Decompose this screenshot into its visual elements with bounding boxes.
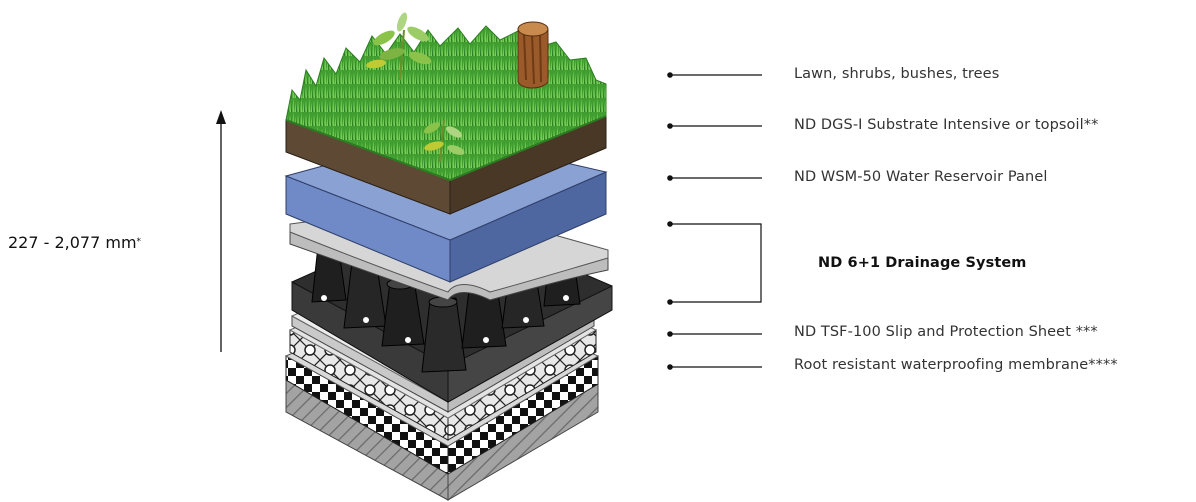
leader-lines — [667, 72, 762, 370]
system-height-label: 227 - 2,077 mm* — [8, 233, 141, 252]
height-value: 227 - 2,077 mm — [8, 233, 137, 252]
shrub-icon — [366, 12, 432, 81]
height-footnote-mark: * — [136, 237, 142, 247]
height-arrow — [216, 110, 226, 352]
label-lawn-shrubs: Lawn, shrubs, bushes, trees — [794, 66, 1000, 82]
label-drainage-system: ND 6+1 Drainage System — [818, 255, 1027, 271]
tree-stump-icon — [517, 21, 549, 89]
label-slip-protection-sheet: ND TSF-100 Slip and Protection Sheet *** — [794, 324, 1098, 340]
label-substrate: ND DGS-I Substrate Intensive or topsoil*… — [794, 117, 1099, 133]
label-waterproofing-membrane: Root resistant waterproofing membrane***… — [794, 357, 1118, 373]
small-shrub-icon — [423, 119, 465, 163]
label-water-reservoir-panel: ND WSM-50 Water Reservoir Panel — [794, 169, 1048, 185]
